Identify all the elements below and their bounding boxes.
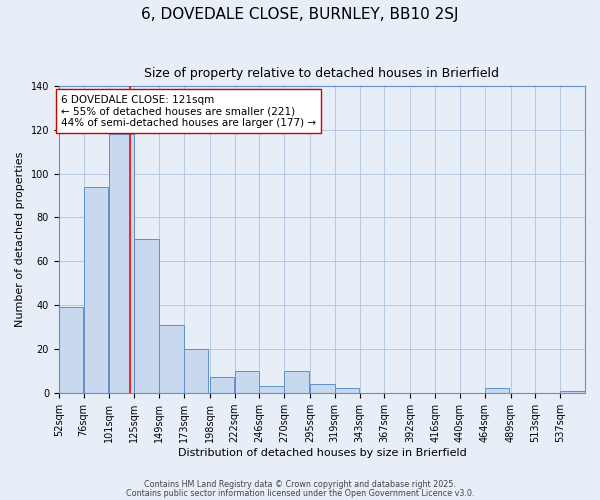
Bar [210,378,234,392]
Text: 6 DOVEDALE CLOSE: 121sqm
← 55% of detached houses are smaller (221)
44% of semi-: 6 DOVEDALE CLOSE: 121sqm ← 55% of detach… [61,94,316,128]
Text: Contains public sector information licensed under the Open Government Licence v3: Contains public sector information licen… [126,488,474,498]
Bar [235,371,259,392]
Bar [310,384,335,392]
Bar [259,386,284,392]
Bar [560,390,584,392]
Text: 6, DOVEDALE CLOSE, BURNLEY, BB10 2SJ: 6, DOVEDALE CLOSE, BURNLEY, BB10 2SJ [141,8,459,22]
Y-axis label: Number of detached properties: Number of detached properties [15,152,25,327]
Bar [335,388,359,392]
Bar [83,186,108,392]
Bar [59,307,83,392]
Text: Contains HM Land Registry data © Crown copyright and database right 2025.: Contains HM Land Registry data © Crown c… [144,480,456,489]
Bar [109,134,134,392]
Bar [159,325,184,392]
Bar [284,371,308,392]
Bar [485,388,509,392]
X-axis label: Distribution of detached houses by size in Brierfield: Distribution of detached houses by size … [178,448,466,458]
Bar [134,240,159,392]
Bar [184,349,208,393]
Title: Size of property relative to detached houses in Brierfield: Size of property relative to detached ho… [145,68,499,80]
